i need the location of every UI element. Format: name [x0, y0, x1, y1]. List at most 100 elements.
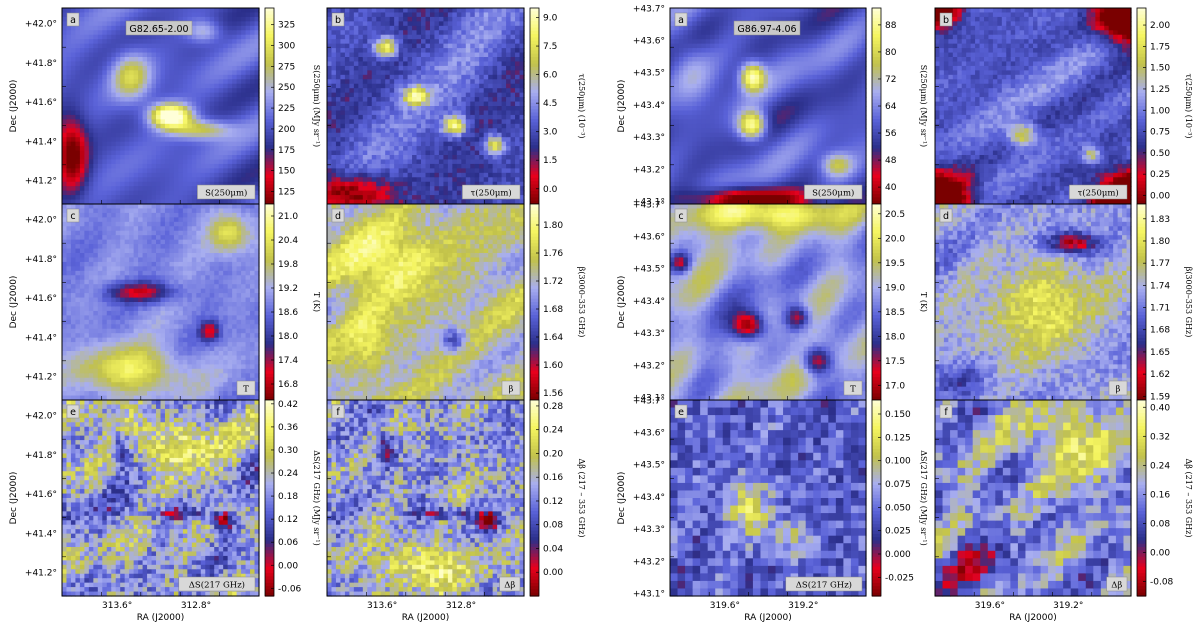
colorbar-tick-label: 1.68	[1150, 326, 1170, 336]
ra-tick-label: 313.6°	[102, 601, 132, 611]
dec-tick-label: +41.8°	[25, 255, 57, 265]
y-axis-label: Dec (J2000)	[9, 276, 19, 329]
panel-tag-d: β	[501, 380, 521, 396]
colorbar-tick-label: 300	[278, 42, 295, 52]
map-image-c	[670, 204, 867, 401]
colorbar-label: β(3000–353 GHz)	[1184, 267, 1193, 338]
colorbar-tick-label: 200	[278, 125, 295, 135]
colorbar-tick-label: 17.4	[278, 356, 298, 366]
colorbar-tick-label: 40	[885, 183, 897, 193]
panel-id-a: a	[674, 12, 688, 27]
colorbar-tick-label: 1.5	[543, 156, 557, 166]
colorbar-f: 0.28 0.24 0.20 0.16 0.12 0.08 0.04 0.00 Δβ (217 …	[529, 399, 586, 597]
colorbar-tick-label: -0.06	[278, 584, 302, 594]
colorbar-tick-label: 0.0	[543, 185, 558, 195]
colorbar-b: 9.0 7.5 6.0 4.5 3.0 1.5 0.0 τ(250μm) (10⁻³)	[529, 7, 586, 205]
panel-id-d: d	[331, 208, 345, 223]
colorbar-tick-label: 7.5	[543, 42, 557, 52]
panel-a-2: a G86.97-4.06 S(250μm) 88 80 72 64 56 48 40 S(250μ…	[669, 7, 928, 205]
colorbar-tick-label: 56	[885, 129, 897, 139]
svg-text:τ(250μm): τ(250μm)	[471, 188, 512, 199]
map-image-c	[62, 204, 260, 401]
colorbar-label: ΔS(217 GHz) (MJy sr⁻¹)	[919, 450, 928, 546]
colorbar-tick-label: 2.00	[1150, 21, 1170, 31]
axis-ticks	[935, 242, 1093, 400]
colorbar-tick-label: 0.42	[278, 400, 298, 410]
colorbar-tick-label: 0.28	[543, 402, 563, 412]
colorbar-label: Δβ (217 – 353 GHz)	[1184, 459, 1193, 538]
panel-id-f: f	[331, 404, 345, 419]
colorbar-tick-label: 1.71	[1150, 304, 1170, 314]
panel-e-1: e ΔS(217 GHz) 0.42 0.36 0.30 0.24 0.18 0.12 0.06…	[61, 399, 321, 597]
colorbar-tick-label: 0.04	[543, 544, 563, 554]
colorbar-tick-label: 19.0	[885, 283, 905, 293]
panel-c-1: c T 21.0 20.4 19.8 19.2 18.6 18.0 17.4 16.8 T (K)	[61, 203, 321, 401]
panel-tag-d: β	[1108, 380, 1128, 396]
colorbar-tick-label: 0.32	[1150, 432, 1170, 442]
y-axis-label: Dec (J2000)	[617, 472, 627, 525]
panel-frame	[934, 399, 1132, 597]
colorbar-tick-label: 0.18	[278, 492, 298, 502]
field-name: G82.65-2.00	[125, 20, 193, 36]
svg-text:b: b	[335, 15, 341, 26]
colorbar-tick-label: 48	[885, 156, 897, 166]
dec-tick-label: +43.7°	[633, 396, 665, 406]
colorbar-tick-label: -0.025	[885, 573, 914, 583]
y-axis-label: Dec (J2000)	[617, 80, 627, 133]
map-image-f	[935, 400, 1132, 597]
svg-text:G82.65-2.00: G82.65-2.00	[129, 24, 188, 35]
dec-tick-label: +43.7°	[633, 200, 665, 210]
panel-tag-c: T	[236, 380, 256, 396]
panel-tag-e: ΔS(217 GHz)	[785, 576, 863, 592]
map-image-d	[935, 204, 1132, 401]
axis-ticks	[670, 46, 828, 204]
dec-tick-label: +43.6°	[633, 37, 665, 47]
panel-tag-e: ΔS(217 GHz)	[178, 576, 256, 592]
panel-tag-f: Δβ	[1106, 576, 1128, 592]
figure-group-2: a G86.97-4.06 S(250μm) 88 80 72 64 56 48 40 S(250μ…	[669, 7, 1193, 597]
x-axis-label: RA (J2000)	[137, 613, 185, 623]
map-image-f	[327, 400, 525, 597]
dec-tick-label: +41.8°	[25, 59, 57, 69]
dec-tick-label: +41.4°	[25, 137, 57, 147]
colorbar-tick-label: 19.5	[885, 259, 905, 269]
dec-tick-label: +43.1°	[633, 589, 665, 599]
svg-text:a: a	[70, 15, 76, 26]
axis-ticks	[62, 438, 220, 596]
colorbar-label: τ(250μm) (10⁻³)	[577, 73, 586, 138]
colorbar-tick-label: 1.72	[543, 277, 563, 287]
colorbar-tick-label: 0.12	[543, 497, 563, 507]
panel-id-f: f	[939, 404, 953, 419]
panel-id-b: b	[331, 12, 345, 27]
panel-e-2: e ΔS(217 GHz) 0.150 0.125 0.100 0.075 0.050 0.0…	[669, 399, 928, 597]
colorbar-label: T (K)	[312, 292, 321, 312]
dec-tick-label: +42.0°	[25, 216, 57, 226]
colorbar-tick-label: 64	[885, 102, 897, 112]
panel-id-c: c	[674, 208, 688, 223]
colorbar-tick-label: 20.5	[885, 210, 905, 220]
colorbar-tick-label: 0.08	[1150, 519, 1170, 529]
dec-tick-label: +43.2°	[633, 361, 665, 371]
colorbar-tick-label: 20.0	[885, 234, 905, 244]
dec-tick-label: +43.4°	[633, 297, 665, 307]
dec-tick-label: +41.4°	[25, 333, 57, 343]
dec-tick-label: +41.6°	[25, 98, 57, 108]
colorbar-tick-label: 72	[885, 75, 896, 85]
colorbar-label: τ(250μm) (10⁻³)	[1184, 73, 1193, 138]
axis-ticks	[670, 438, 828, 596]
colorbar-tick-label: 6.0	[543, 71, 558, 81]
map-image-a	[62, 8, 260, 205]
dec-tick-label: +42.0°	[25, 412, 57, 422]
dec-tick-label: +41.6°	[25, 294, 57, 304]
colorbar-tick-label: 0.125	[885, 433, 911, 443]
ra-tick-label: 319.2°	[788, 601, 818, 611]
colorbar-tick-label: 9.0	[543, 14, 558, 24]
colorbar-b: 2.00 1.75 1.50 1.25 1.00 0.75 0.50 0.25 0.00 τ(25…	[1136, 7, 1193, 205]
panel-frame	[669, 399, 867, 597]
colorbar-d: 1.80 1.76 1.72 1.68 1.64 1.60 1.56 β(3000–353 G…	[529, 203, 586, 401]
dec-tick-label: +43.7°	[633, 4, 665, 14]
colorbar-tick-label: 0.24	[1150, 461, 1170, 471]
axis-ticks	[670, 242, 828, 400]
colorbar-tick-label: 0.000	[885, 550, 911, 560]
dec-tick-label: +43.1°	[633, 197, 665, 207]
